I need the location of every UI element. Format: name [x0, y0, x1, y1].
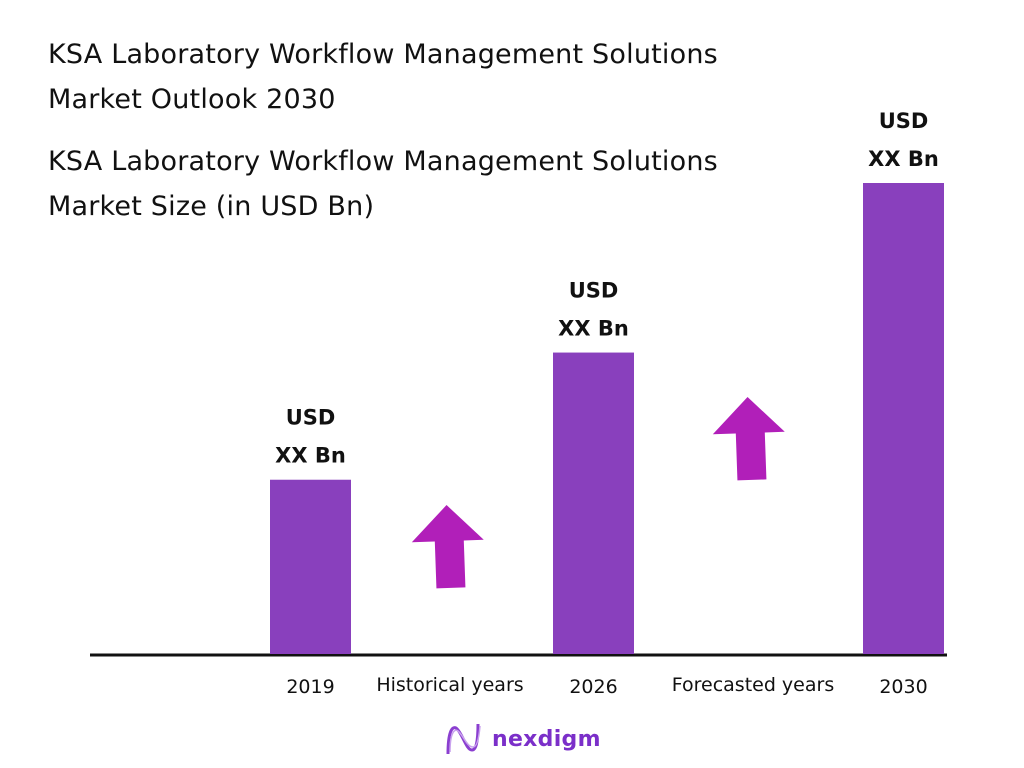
- period-label-forecasted: Forecasted years: [672, 674, 834, 696]
- x-tick-label-2030: 2030: [879, 676, 927, 698]
- bar-2019: [270, 479, 351, 654]
- data-label-2026-value: XX Bn: [558, 317, 629, 341]
- bar-2026: [553, 352, 634, 654]
- data-label-2030-currency: USD: [879, 109, 929, 133]
- nexdigm-logo: nexdigm: [444, 722, 601, 756]
- bar-2030: [863, 183, 944, 654]
- period-label-historical: Historical years: [376, 674, 523, 696]
- data-label-2019-value: XX Bn: [275, 444, 346, 468]
- up-arrow-icon: [712, 397, 785, 481]
- brand-name: nexdigm: [492, 726, 601, 752]
- up-arrow-icon: [411, 505, 484, 589]
- page-title: KSA Laboratory Workflow Management Solut…: [48, 39, 718, 115]
- data-label-2019-currency: USD: [286, 406, 336, 430]
- chart-title: KSA Laboratory Workflow Management Solut…: [48, 146, 718, 222]
- x-tick-label-2026: 2026: [569, 676, 617, 698]
- x-tick-label-2019: 2019: [286, 676, 334, 698]
- growth-arrow: [712, 397, 785, 481]
- nexdigm-wave-icon: [446, 723, 481, 755]
- data-label-2030-value: XX Bn: [868, 147, 939, 171]
- data-label-2026-currency: USD: [569, 279, 619, 303]
- growth-arrow: [411, 505, 484, 589]
